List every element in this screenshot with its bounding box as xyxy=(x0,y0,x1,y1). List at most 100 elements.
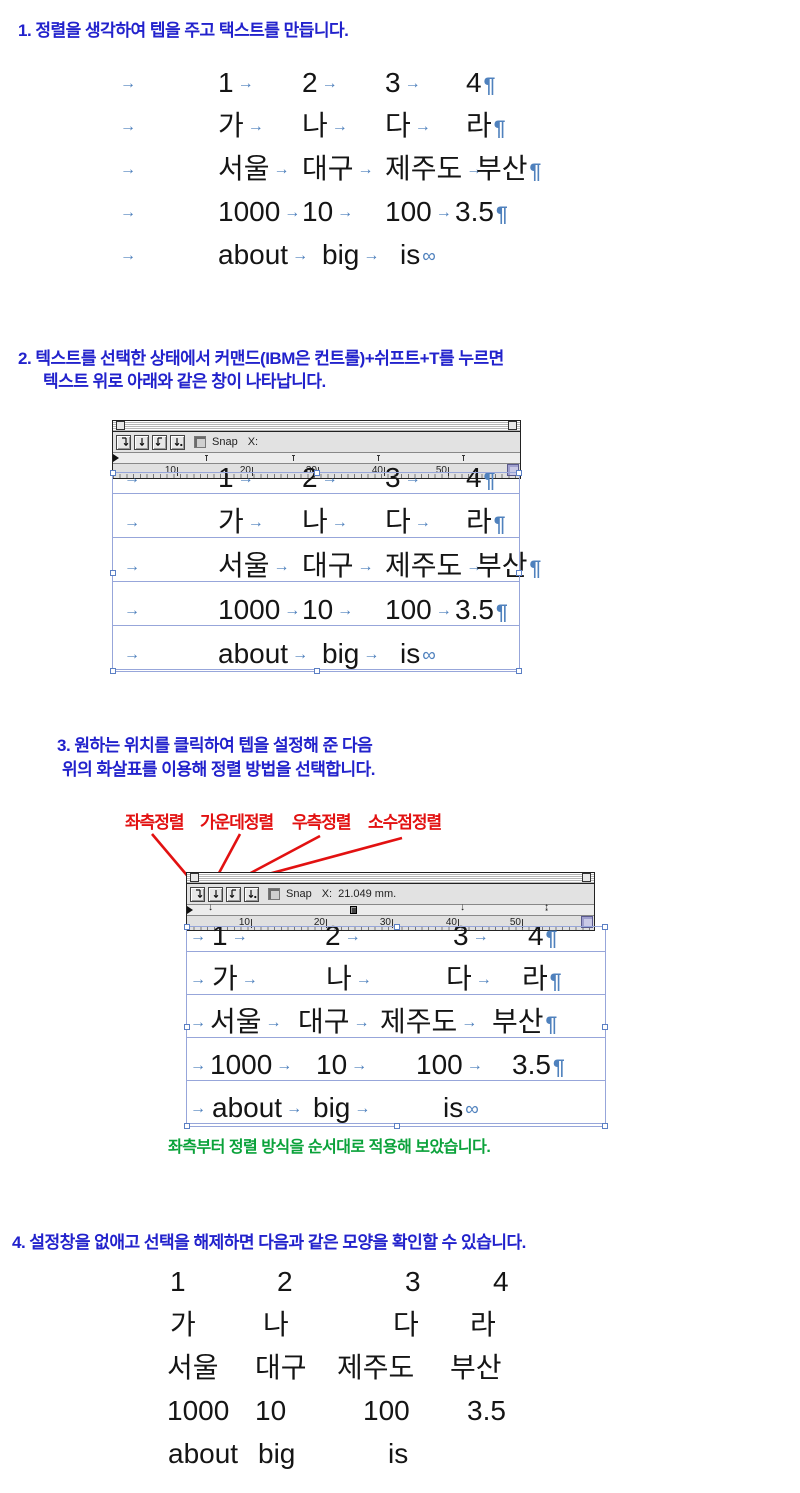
tab-marker-icon: → xyxy=(241,971,258,988)
cell-text: 대구 xyxy=(298,1006,350,1037)
selection-handle[interactable] xyxy=(110,570,116,576)
text-row: → 가 → 나 → 다 → 라¶ xyxy=(112,494,520,538)
ruler-tick-label: 20 xyxy=(233,465,253,476)
selection-handle[interactable] xyxy=(516,470,522,476)
ruler-corner-widget-icon[interactable] xyxy=(581,916,593,928)
text-cell: → xyxy=(190,1094,206,1122)
selection-handle[interactable] xyxy=(110,470,116,476)
text-row: about big is xyxy=(167,1426,537,1469)
selection-handle[interactable] xyxy=(110,668,116,674)
selection-handle[interactable] xyxy=(314,668,320,674)
right-align-tab-button[interactable] xyxy=(226,886,241,902)
zoom-box-icon[interactable] xyxy=(582,873,591,882)
cell-text: about xyxy=(212,1092,283,1123)
text-cell: 다 → xyxy=(446,965,492,993)
selection-handle[interactable] xyxy=(184,924,190,930)
selection-handle[interactable] xyxy=(602,924,608,930)
right-tab-stop-marker[interactable]: ↓ xyxy=(460,902,465,913)
text-cell: 라¶ xyxy=(466,508,505,536)
para-marker-icon: ¶ xyxy=(529,160,542,183)
para-marker-icon: ¶ xyxy=(552,1056,565,1079)
text-cell: 대구 → xyxy=(298,1008,370,1036)
left-tab-stop-marker[interactable]: ↓ xyxy=(208,902,213,913)
selection-handle[interactable] xyxy=(602,1024,608,1030)
end-marker-icon: ∞ xyxy=(422,246,436,267)
tab-marker-icon: → xyxy=(190,1100,206,1117)
cell-text: 대구 xyxy=(255,1352,307,1383)
tab-marker-strip[interactable] xyxy=(113,453,520,464)
selection-handle[interactable] xyxy=(184,1024,190,1030)
close-box-icon[interactable] xyxy=(116,421,125,430)
tab-marker-icon: → xyxy=(466,161,483,178)
text-cell: 라¶ xyxy=(466,112,505,140)
cell-text: 나 xyxy=(326,963,352,994)
text-cell: 1 xyxy=(170,1268,186,1296)
selection-handle[interactable] xyxy=(184,1123,190,1129)
text-row: → 가 → 나 → 다 → 라¶ xyxy=(186,952,606,995)
window-title-bar[interactable] xyxy=(187,873,594,884)
cell-text: 3 xyxy=(405,1266,421,1297)
right-align-tab-button[interactable] xyxy=(152,434,167,450)
tab-marker-icon: → xyxy=(321,75,338,92)
cell-text: 다 xyxy=(385,110,411,141)
para-marker-icon: ¶ xyxy=(495,601,508,624)
text-cell: 4¶ xyxy=(466,69,495,97)
cell-text: 1000 xyxy=(218,196,281,227)
center-align-tab-button[interactable] xyxy=(208,886,223,902)
selection-handle[interactable] xyxy=(516,570,522,576)
decimal-align-tab-button[interactable] xyxy=(244,886,259,902)
x-position-label: X: xyxy=(247,436,259,448)
decimal-align-tab-button[interactable] xyxy=(170,434,185,450)
left-align-tab-button[interactable] xyxy=(116,434,131,450)
text-cell: 3.5¶ xyxy=(455,596,508,624)
text-cell: 부산¶ xyxy=(476,155,541,183)
close-box-icon[interactable] xyxy=(190,873,199,882)
tab-stop-tick[interactable] xyxy=(205,455,208,461)
text-cell: 대구 → xyxy=(302,552,374,580)
selection-handle[interactable] xyxy=(394,924,400,930)
selection-handle[interactable] xyxy=(516,668,522,674)
cell-text: about xyxy=(218,638,289,669)
tab-marker-icon: → xyxy=(237,470,254,487)
cell-text: 3.5 xyxy=(467,1395,506,1426)
window-title-bar[interactable] xyxy=(113,421,520,432)
selection-handle[interactable] xyxy=(602,1123,608,1129)
tab-stop-tick[interactable] xyxy=(462,455,465,461)
text-row: → 1 → 2 → 3 → 4¶ xyxy=(112,450,520,494)
cell-text: 100 xyxy=(385,196,432,227)
tab-stop-tick[interactable] xyxy=(377,455,380,461)
tab-marker-icon: → xyxy=(120,75,136,92)
snap-checkbox-icon[interactable] xyxy=(268,888,280,900)
cell-text: 다 xyxy=(385,506,411,537)
selection-handle[interactable] xyxy=(314,470,320,476)
decimal-tab-stop-marker[interactable]: ↨ xyxy=(544,902,549,913)
cell-text: 대구 xyxy=(302,153,354,184)
text-row: → 1 → 2 → 3 → 4¶ xyxy=(118,55,514,98)
tab-marker-icon: → xyxy=(461,1014,478,1031)
zoom-box-icon[interactable] xyxy=(508,421,517,430)
cell-text: 제주도 xyxy=(385,550,463,581)
text-cell: → xyxy=(120,112,136,140)
text-cell: 2 → xyxy=(302,464,338,492)
cell-text: 서울 xyxy=(167,1352,219,1383)
selection-handle[interactable] xyxy=(394,1123,400,1129)
tab-marker-strip[interactable]: ↓ ↓ ↨ xyxy=(187,902,594,916)
snap-checkbox-icon[interactable] xyxy=(194,436,206,448)
end-marker-icon: ∞ xyxy=(465,1099,479,1120)
text-cell: 3 → xyxy=(385,464,421,492)
indent-triangle-icon[interactable] xyxy=(113,454,119,462)
text-cell: 가 → xyxy=(218,112,264,140)
tab-marker-icon: → xyxy=(357,161,374,178)
tab-stop-tick[interactable] xyxy=(292,455,295,461)
end-marker-icon: ∞ xyxy=(422,645,436,666)
left-align-tab-button[interactable] xyxy=(190,886,205,902)
selected-center-tab-stop-marker[interactable] xyxy=(350,906,357,914)
center-align-tab-button[interactable] xyxy=(134,434,149,450)
tab-marker-icon: → xyxy=(120,118,136,135)
tab-alignment-toolbar: Snap X: xyxy=(113,432,520,453)
text-cell: → xyxy=(124,464,140,492)
tab-marker-icon: → xyxy=(273,161,290,178)
cell-text: 서울 xyxy=(218,153,270,184)
indent-triangle-icon[interactable] xyxy=(187,906,193,914)
